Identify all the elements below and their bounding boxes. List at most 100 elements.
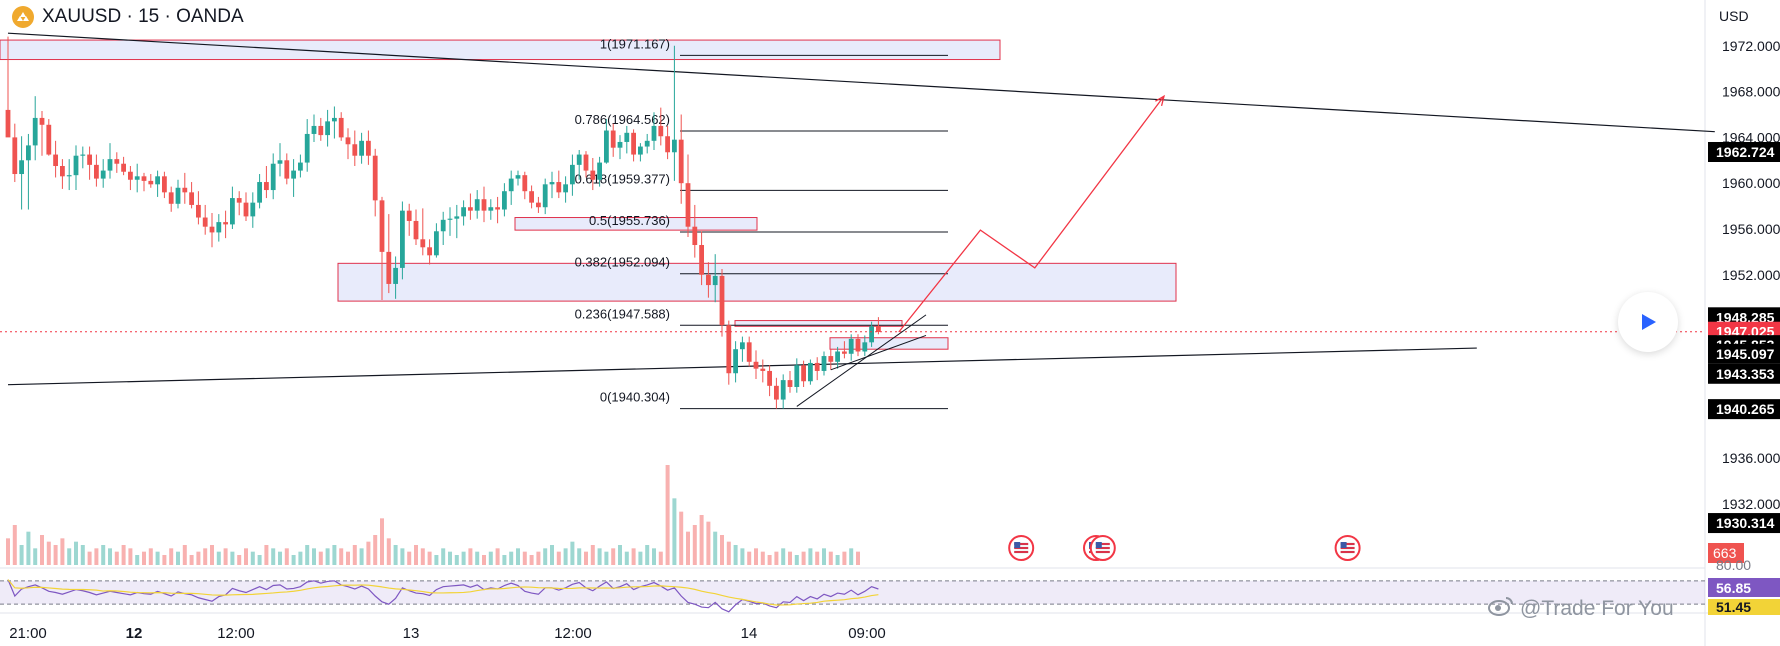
volume-bar — [169, 548, 174, 565]
volume-bar — [726, 541, 731, 565]
volume-bar — [509, 551, 514, 565]
time-axis-label: 14 — [741, 625, 758, 642]
time-axis-label: 09:00 — [848, 625, 886, 642]
volume-bar — [373, 535, 378, 565]
volume-bar — [828, 551, 833, 565]
volume-bar — [516, 548, 520, 565]
volume-bar — [434, 555, 439, 565]
candle-body — [767, 370, 772, 386]
volume-bar — [563, 548, 568, 565]
candle-body — [114, 159, 120, 164]
volume-bar — [53, 545, 58, 565]
volume-bar — [543, 548, 548, 565]
volume-bar — [210, 545, 214, 565]
time-axis-label: 21:00 — [9, 625, 47, 642]
candle-body — [379, 200, 385, 252]
candle-body — [311, 125, 317, 134]
trendline — [7, 32, 1715, 133]
symbol-title[interactable]: XAUUSD · 15 · OANDA — [42, 6, 244, 27]
volume-bar — [631, 548, 636, 565]
currency-label[interactable]: USD — [1719, 8, 1749, 24]
supply-demand-zone — [734, 320, 903, 327]
volume-tag-label: 663 — [1713, 545, 1737, 561]
replay-button[interactable] — [1618, 292, 1678, 352]
volume-bar — [652, 548, 656, 565]
volume-bar — [495, 548, 500, 565]
candle-body — [672, 139, 677, 153]
candle-body — [848, 338, 854, 354]
price-tag-label: 1930.314 — [1716, 515, 1775, 531]
candle-body — [318, 125, 324, 136]
volume-bar — [339, 548, 344, 565]
volume-bar — [80, 545, 85, 565]
candle-body — [597, 162, 602, 180]
watermark-text: @Trade For You — [1520, 597, 1674, 620]
volume-bar — [189, 555, 194, 565]
volume-bar — [325, 548, 330, 565]
candle-body — [869, 326, 874, 343]
volume-bar — [788, 551, 792, 565]
volume-bar — [801, 551, 806, 565]
volume-bar — [332, 545, 337, 565]
volume-bar — [461, 551, 466, 565]
candle-body — [168, 192, 174, 204]
volume-bar — [794, 555, 799, 565]
candle-body — [733, 349, 738, 374]
volume-bar — [658, 551, 663, 565]
wedge-line — [796, 314, 927, 407]
volume-bar — [264, 545, 269, 565]
candle-body — [665, 136, 670, 153]
volume-bar — [305, 545, 310, 565]
volume-bar — [686, 531, 690, 565]
candle-body — [440, 219, 446, 232]
candle-body — [298, 162, 303, 171]
candle-body — [128, 171, 133, 180]
candle-body — [590, 170, 596, 180]
price-axis-tick: 1956.000 — [1722, 221, 1780, 237]
rsi-ma-label: 51.45 — [1716, 599, 1751, 615]
volume-bar — [665, 465, 670, 565]
volume-bar — [645, 545, 650, 565]
volume-bar — [604, 551, 609, 565]
candle-body — [73, 155, 79, 176]
volume-bar — [427, 551, 432, 565]
price-tag-label: 1940.265 — [1716, 401, 1775, 417]
candle-body — [692, 226, 698, 246]
supply-demand-zone — [337, 262, 1177, 302]
time-axis-label: 13 — [403, 625, 420, 642]
price-axis-tick: 1932.000 — [1722, 496, 1780, 512]
volume-bar — [230, 551, 235, 565]
candle-body — [570, 164, 575, 185]
price-axis-tick: 1964.000 — [1722, 129, 1780, 145]
gold-coin-icon — [12, 6, 34, 28]
supply-demand-zone — [0, 39, 1001, 61]
candle-body — [345, 137, 351, 145]
volume-bar — [6, 538, 10, 565]
candle-body — [624, 132, 630, 142]
candle-body — [32, 117, 38, 146]
volume-bar — [468, 548, 473, 565]
volume-bar — [815, 551, 820, 565]
volume-bar — [278, 551, 282, 565]
candle-body — [876, 326, 881, 333]
volume-bar — [856, 551, 860, 565]
price-tag-label: 1945.097 — [1716, 346, 1775, 362]
candle-body — [427, 247, 432, 256]
volume-bar — [482, 555, 486, 565]
volume-bar — [162, 555, 167, 565]
volume-bar — [271, 548, 276, 565]
candle-body — [842, 351, 847, 354]
candle-body — [134, 176, 140, 180]
rsi-level-label: 80.00 — [1716, 557, 1751, 573]
price-tag-label: 1948.285 — [1716, 309, 1775, 325]
candle-body — [420, 239, 426, 248]
candle-body — [740, 342, 745, 350]
candle-body — [801, 365, 806, 382]
candle-body — [712, 275, 718, 286]
candle-body — [706, 274, 711, 286]
candle-body — [610, 130, 616, 148]
candle-body — [372, 155, 378, 201]
supply-demand-zone — [829, 337, 949, 350]
candle-body — [481, 199, 487, 211]
